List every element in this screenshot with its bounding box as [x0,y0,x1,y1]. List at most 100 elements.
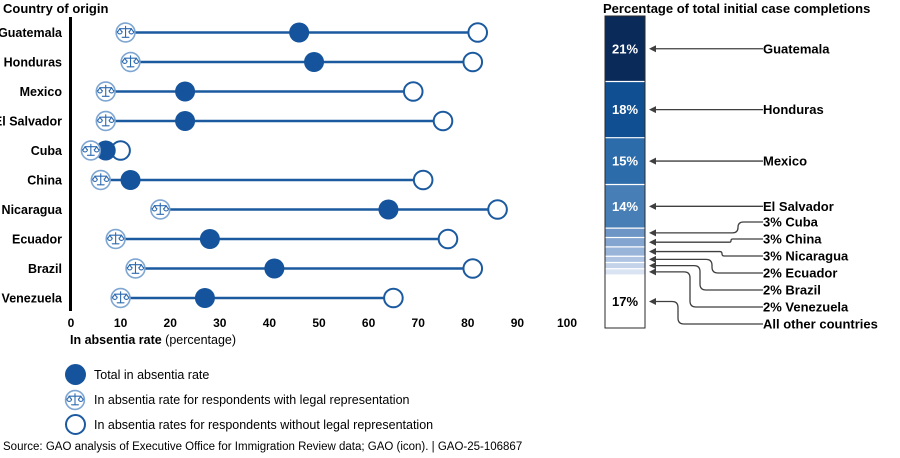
bar-segment-ecuador [605,256,645,263]
callout-line [656,221,763,234]
callout-arrowhead [649,268,656,276]
callout-arrowhead [649,255,656,263]
callout-label-ecuador: 2% Ecuador [763,266,837,281]
segment-value-label: 14% [612,199,638,214]
total-dot [199,229,220,249]
callout-arrowhead [649,202,656,210]
x-tick-label: 80 [461,316,475,330]
x-tick-label: 90 [511,316,525,330]
legend-item-total: Total in absentia rate [60,362,433,387]
dumbbell-row-mexico: Mexico [20,81,424,102]
left-chart-title: Country of origin [3,1,109,16]
scales-icon [80,140,102,161]
dumbbell-row-guatemala: Guatemala [0,22,489,43]
total-dot [175,111,196,131]
callout-label-honduras: Honduras [763,102,824,117]
callout-line [656,238,763,243]
without-representation-dot [462,51,484,73]
x-axis-label-bold: In absentia rate [70,333,162,347]
country-label: El Salvador [0,115,62,129]
bar-segment-brazil [605,262,645,269]
without-representation-dot [432,110,454,132]
total-dot [289,22,310,43]
dumbbell-row-cuba: Cuba [31,140,131,161]
x-axis-label-suffix: (percentage) [161,333,237,347]
callout-label-all-other-countries: All other countries [763,317,878,332]
dumbbell-row-venezuela: Venezuela [2,287,404,309]
callout-line [656,300,763,325]
x-tick-label: 100 [557,316,577,330]
country-label: Ecuador [12,233,62,247]
without-representation-dot [467,22,489,43]
bar-segment-mexico [605,137,645,185]
callout-arrowhead [649,248,656,256]
callout-label-mexico: Mexico [763,154,807,169]
bar-segment-china [605,237,645,247]
callout-line [656,264,763,291]
country-label: Venezuela [2,292,63,306]
legend-item-without-representation: In absentia rates for respondents withou… [60,412,433,437]
dumbbell-row-ecuador: Ecuador [12,228,459,250]
country-label: Nicaragua [2,203,63,217]
scales-icon [60,389,90,411]
without-representation-dot [412,169,434,191]
scales-icon [125,258,146,279]
legend-label: Total in absentia rate [94,367,210,382]
legend: Total in absentia rate In absentia rate … [60,362,433,437]
bar-segment-guatemala [605,16,645,82]
callout-arrowhead [649,238,656,246]
bar-segment-all-other-countries [605,274,645,328]
legend-label: In absentia rates for respondents withou… [94,417,434,432]
without-representation-dot [402,81,424,102]
x-tick-label: 0 [68,316,75,330]
dumbbell-row-nicaragua: Nicaragua [2,199,508,220]
segment-value-label: 15% [612,154,638,169]
scales-icon [105,228,126,250]
callout-label-venezuela: 2% Venezuela [763,300,849,315]
scales-icon [115,22,136,43]
bar-outline [604,15,646,329]
x-tick-label: 40 [263,316,277,330]
without-representation-dot [487,199,508,220]
callout-label-china: 3% China [763,232,822,247]
right-chart-title: Percentage of total initial case complet… [603,1,871,16]
dumbbell-row-honduras: Honduras [4,51,484,73]
scales-icon [95,110,116,132]
without-representation-dot [383,287,404,309]
legend-item-with-representation: In absentia rate for respondents with le… [60,387,433,412]
dumbbell-row-brazil: Brazil [28,258,484,279]
callout-arrowhead [649,297,656,305]
callout-arrowhead [649,229,656,237]
callout-arrowhead [649,157,656,165]
bar-segment-venezuela [605,268,645,275]
bar-segment-el-salvador [605,184,645,229]
country-label: Brazil [28,262,62,276]
without-representation-dot [437,228,459,250]
total-dot [95,140,116,161]
segment-value-label: 21% [612,41,638,56]
bar-segment-honduras [605,81,645,138]
x-tick-label: 10 [114,316,128,330]
x-tick-label: 30 [213,316,227,330]
total-dot [120,170,141,190]
dumbbell-chart: 0 10 20 30 40 50 60 70 80 90 100 Guatemala Honduras M… [0,17,577,330]
open-dot-icon [60,414,90,435]
total-dot [378,199,399,220]
scales-icon [120,51,141,73]
source-note: Source: GAO analysis of Executive Office… [3,441,523,453]
callout-label-guatemala: Guatemala [763,41,830,56]
scales-icon [95,81,116,102]
without-representation-dot [462,258,484,279]
x-tick-label: 70 [412,316,426,330]
scales-icon [90,169,111,191]
total-dot [304,52,325,72]
x-tick-label: 20 [164,316,178,330]
country-label: China [27,174,63,188]
total-dot [175,81,196,102]
country-label: Honduras [4,56,62,70]
callout-arrowhead [649,45,656,53]
segment-value-label: 17% [612,294,638,309]
scales-icon [150,199,171,220]
callout-line [656,271,763,308]
